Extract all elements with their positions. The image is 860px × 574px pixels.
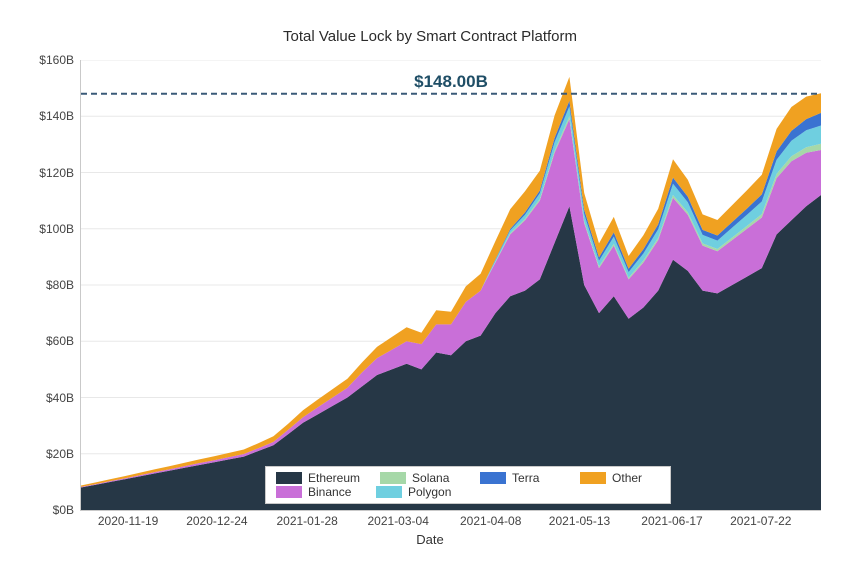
legend-swatch	[276, 486, 302, 498]
y-tick-label: $100B	[14, 222, 74, 236]
legend-swatch	[580, 472, 606, 484]
legend-label: Solana	[412, 471, 449, 485]
legend-label: Terra	[512, 471, 539, 485]
x-tick-label: 2021-01-28	[276, 514, 337, 528]
y-tick-label: $140B	[14, 109, 74, 123]
x-tick-label: 2021-04-08	[460, 514, 521, 528]
legend-swatch	[276, 472, 302, 484]
chart-plot-area: $148.00B	[80, 60, 821, 511]
legend-swatch	[376, 486, 402, 498]
legend-label: Binance	[308, 485, 351, 499]
x-tick-label: 2021-03-04	[367, 514, 428, 528]
x-tick-label: 2020-11-19	[98, 514, 159, 528]
y-tick-label: $80B	[14, 278, 74, 292]
chart-title: Total Value Lock by Smart Contract Platf…	[0, 28, 860, 45]
x-tick-label: 2021-05-13	[549, 514, 610, 528]
legend-label: Polygon	[408, 485, 451, 499]
x-tick-label: 2021-07-22	[730, 514, 791, 528]
legend-label: Other	[612, 471, 642, 485]
legend-item-polygon[interactable]: Polygon	[376, 485, 456, 499]
legend-swatch	[480, 472, 506, 484]
y-tick-label: $20B	[14, 447, 74, 461]
legend-item-solana[interactable]: Solana	[380, 471, 460, 485]
legend-item-ethereum[interactable]: Ethereum	[276, 471, 360, 485]
legend-item-binance[interactable]: Binance	[276, 485, 356, 499]
x-tick-label: 2021-06-17	[641, 514, 702, 528]
legend-swatch	[380, 472, 406, 484]
legend-item-terra[interactable]: Terra	[480, 471, 560, 485]
x-tick-label: 2020-12-24	[186, 514, 247, 528]
x-axis-title: Date	[0, 532, 860, 547]
tvl-chart-container: Total Value Lock by Smart Contract Platf…	[0, 0, 860, 574]
legend-item-other[interactable]: Other	[580, 471, 660, 485]
y-tick-label: $160B	[14, 53, 74, 67]
y-tick-label: $40B	[14, 391, 74, 405]
y-tick-label: $0B	[14, 503, 74, 517]
y-tick-label: $120B	[14, 166, 74, 180]
legend: Ethereum Solana Terra Other Binance Polygon	[265, 466, 671, 504]
legend-label: Ethereum	[308, 471, 360, 485]
reference-line-label: $148.00B	[414, 72, 488, 91]
y-tick-label: $60B	[14, 334, 74, 348]
